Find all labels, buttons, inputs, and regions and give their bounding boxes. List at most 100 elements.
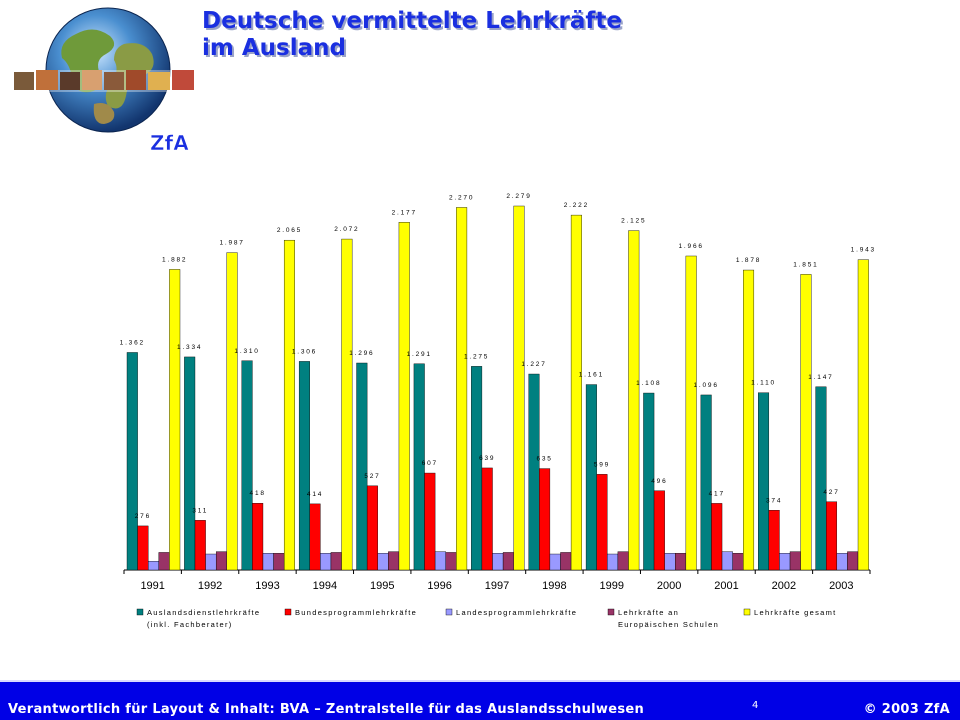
data-label: 2.065 xyxy=(277,227,302,234)
data-label: 639 xyxy=(479,455,495,462)
bar-2 xyxy=(194,520,206,571)
bar-1 xyxy=(815,386,827,571)
bar-5 xyxy=(628,230,640,571)
legend-swatch-3 xyxy=(445,608,453,616)
data-label: 2.125 xyxy=(621,218,646,225)
bar-5 xyxy=(169,269,181,571)
data-label: 1.096 xyxy=(694,382,719,389)
bar-4 xyxy=(273,553,285,571)
legend-swatch-4 xyxy=(607,608,615,616)
bar-3 xyxy=(549,553,561,571)
data-label: 1.851 xyxy=(793,261,818,268)
bar-1 xyxy=(356,362,368,571)
bar-4 xyxy=(388,551,400,571)
bar-5 xyxy=(570,214,582,571)
logo-text: ZfA xyxy=(150,131,189,155)
x-tick-label: 1992 xyxy=(198,580,222,592)
bar-1 xyxy=(413,363,425,571)
legend-label-3: Landesprogrammlehrkräfte xyxy=(456,608,577,617)
bar-3 xyxy=(262,553,274,571)
data-label: 1.966 xyxy=(679,243,704,250)
bar-2 xyxy=(137,525,149,571)
data-label: 276 xyxy=(135,513,151,520)
bar-2 xyxy=(309,503,321,571)
bar-2 xyxy=(366,485,378,571)
x-tick-label: 1994 xyxy=(313,580,337,592)
bar-2 xyxy=(596,474,608,571)
bar-3 xyxy=(607,553,619,571)
bar-3 xyxy=(492,553,504,571)
bar-2 xyxy=(252,503,264,571)
legend-swatch-2 xyxy=(284,608,292,616)
bar-5 xyxy=(743,269,755,571)
footer-bar: Verantwortlich für Layout & Inhalt: BVA … xyxy=(0,680,960,720)
bar-5 xyxy=(398,222,410,571)
bar-3 xyxy=(434,551,446,571)
footer-responsibility-text: Verantwortlich für Layout & Inhalt: BVA … xyxy=(8,702,645,717)
data-label: 1.108 xyxy=(636,380,661,387)
data-label: 2.279 xyxy=(506,193,531,200)
data-label: 1.334 xyxy=(177,344,202,351)
bar-1 xyxy=(643,392,655,571)
bar-3 xyxy=(836,553,848,571)
bar-chart: 1991 1.362 276 1.882 1992 1.334 311 1.987 1993 1.… xyxy=(120,193,874,629)
legend-label-5: Lehrkräfte gesamt xyxy=(754,608,837,617)
bar-4 xyxy=(215,551,227,571)
bar-3 xyxy=(147,561,159,571)
bar-1 xyxy=(700,394,712,571)
bar-4 xyxy=(732,553,744,571)
data-label: 1.362 xyxy=(120,339,145,346)
legend-label-1: (inkl. Fachberater) xyxy=(147,620,233,629)
data-label: 374 xyxy=(766,497,782,504)
x-tick-label: 1995 xyxy=(370,580,394,592)
bar-1 xyxy=(528,373,540,571)
footer-copyright: © 2003 ZfA xyxy=(863,702,950,717)
bar-1 xyxy=(471,366,483,571)
legend-label-2: Bundesprogrammlehrkräfte xyxy=(295,608,417,617)
data-label: 1.110 xyxy=(751,380,776,387)
data-label: 1.306 xyxy=(292,348,317,355)
x-tick-label: 2000 xyxy=(657,580,681,592)
x-tick-label: 2001 xyxy=(714,580,738,592)
data-label: 1.296 xyxy=(349,350,374,357)
x-tick-label: 1999 xyxy=(600,580,624,592)
bar-5 xyxy=(857,259,869,571)
bar-3 xyxy=(779,553,791,571)
bar-3 xyxy=(664,553,676,571)
bar-2 xyxy=(481,467,493,571)
bar-2 xyxy=(768,510,780,571)
x-tick-label: 1998 xyxy=(542,580,566,592)
data-label: 1.147 xyxy=(808,374,833,381)
data-label: 1.310 xyxy=(234,348,259,355)
bar-5 xyxy=(513,205,525,571)
legend-label-1: Auslandsdienstlehrkräfte xyxy=(147,608,260,617)
legend-swatch-5 xyxy=(743,608,751,616)
title-line-1: Deutsche vermittelte Lehrkräfte xyxy=(202,8,622,34)
data-label: 496 xyxy=(651,478,667,485)
x-tick-label: 2002 xyxy=(772,580,796,592)
bar-3 xyxy=(721,551,733,571)
title-line-2: im Ausland xyxy=(202,35,346,61)
bar-5 xyxy=(456,207,468,571)
x-tick-label: 2003 xyxy=(829,580,853,592)
data-label: 417 xyxy=(709,490,725,497)
legend-label-4: Lehrkräfte an xyxy=(618,608,679,617)
bar-1 xyxy=(585,384,597,571)
data-label: 2.072 xyxy=(334,226,359,233)
bar-1 xyxy=(184,356,196,571)
bar-4 xyxy=(502,552,514,571)
data-label: 2.177 xyxy=(392,209,417,216)
data-label: 1.275 xyxy=(464,353,489,360)
bar-5 xyxy=(226,252,238,571)
bar-2 xyxy=(424,472,436,571)
data-label: 527 xyxy=(364,473,380,480)
bar-2 xyxy=(653,490,665,571)
bar-4 xyxy=(789,551,801,571)
x-tick-label: 1997 xyxy=(485,580,509,592)
data-label: 418 xyxy=(250,490,266,497)
data-label: 311 xyxy=(192,507,208,514)
x-tick-label: 1993 xyxy=(255,580,279,592)
bar-5 xyxy=(800,274,812,571)
bar-5 xyxy=(283,239,295,571)
bar-1 xyxy=(241,360,253,571)
